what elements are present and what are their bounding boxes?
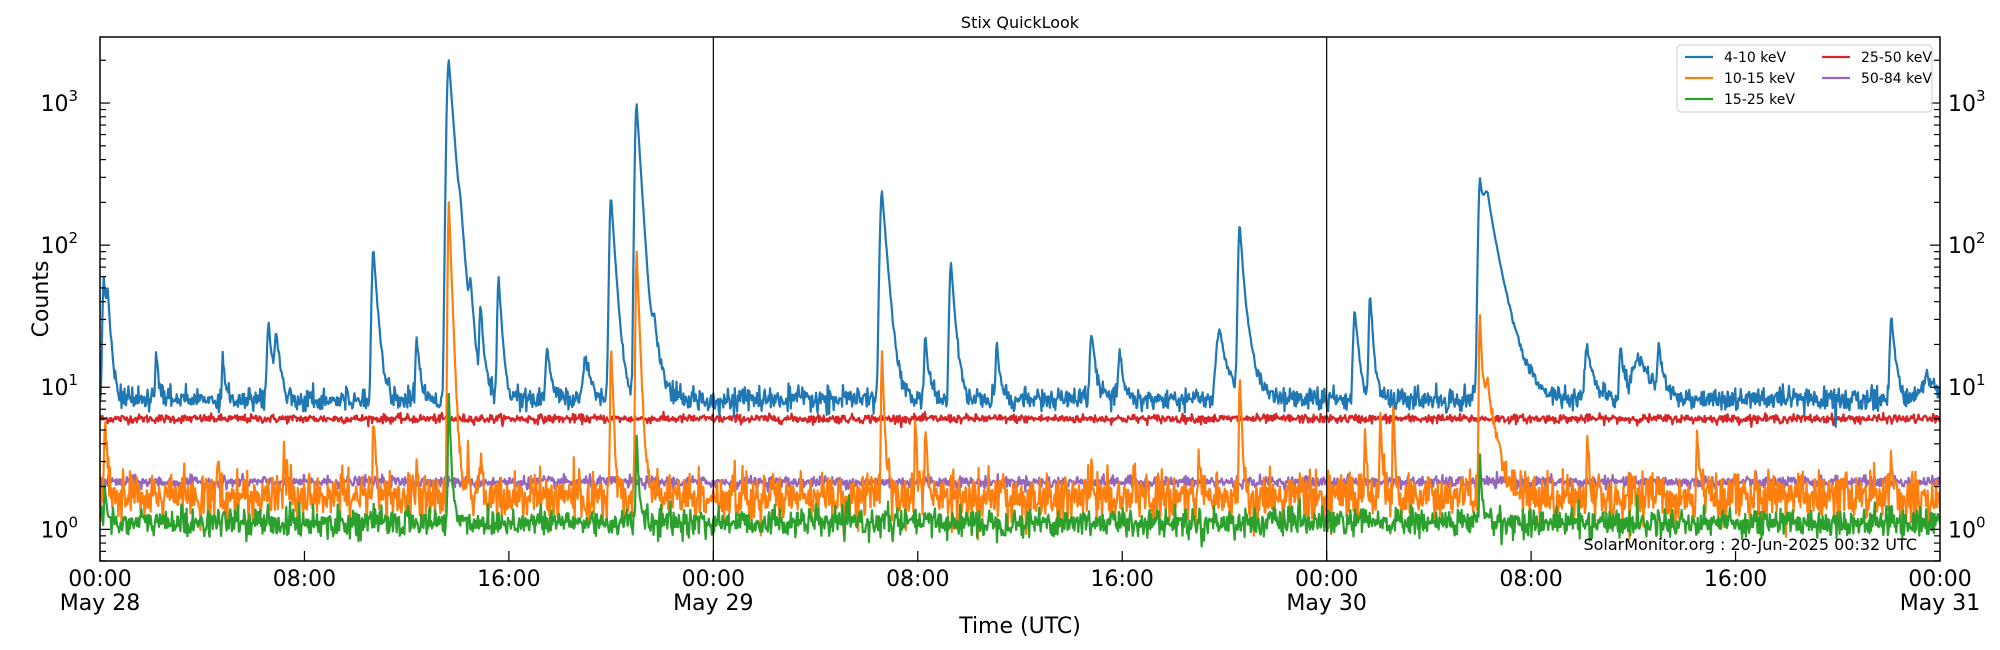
series-layer — [100, 59, 1940, 548]
x-tick-label: 16:00 — [477, 567, 540, 592]
x-tick-label: 00:00 — [1295, 567, 1358, 592]
series-line-25-50-kev — [100, 410, 1940, 429]
y-axis-ticks: 100 100 101 101 102 102 103 103 — [40, 59, 1986, 562]
series-line-10-15-kev — [100, 201, 1940, 541]
day-dividers — [712, 37, 1328, 561]
legend-label: 25-50 keV — [1861, 50, 1932, 66]
source-annotation: SolarMonitor.org : 20-Jun-2025 00:32 UTC — [1583, 535, 1917, 554]
x-tick-date-label: May 29 — [673, 591, 753, 616]
axes-frame — [99, 36, 1941, 562]
legend-label: 4-10 keV — [1724, 50, 1786, 66]
y-axis-label: Counts — [29, 261, 54, 338]
legend: 4-10 keV 10-15 keV 15-25 keV 25-50 keV 50-84… — [1676, 44, 1933, 113]
left-y-tick-label: 101 — [40, 371, 78, 401]
x-axis-label: Time (UTC) — [958, 614, 1081, 639]
x-tick-label: 08:00 — [1499, 567, 1562, 592]
series-line-4-10-kev — [100, 59, 1940, 428]
legend-box — [1676, 44, 1933, 113]
x-tick-label: 16:00 — [1704, 567, 1767, 592]
legend-label: 50-84 keV — [1861, 71, 1932, 87]
legend-label: 15-25 keV — [1724, 92, 1795, 108]
x-tick-date-label: May 31 — [1900, 591, 1980, 616]
left-y-tick-label: 100 — [40, 513, 78, 543]
right-y-tick-label: 102 — [1948, 229, 1986, 259]
right-y-tick-label: 101 — [1948, 371, 1986, 401]
left-y-tick-label: 102 — [40, 229, 78, 259]
legend-label: 10-15 keV — [1724, 71, 1795, 87]
left-y-tick-label: 103 — [40, 87, 78, 117]
x-tick-label: 00:00 — [68, 567, 131, 592]
x-tick-label: 08:00 — [886, 567, 949, 592]
series-line-15-25-kev — [100, 392, 1940, 548]
x-tick-date-label: May 30 — [1286, 591, 1366, 616]
x-tick-label: 00:00 — [1908, 567, 1971, 592]
chart-title: Stix QuickLook — [961, 13, 1080, 32]
x-tick-date-label: May 28 — [60, 591, 140, 616]
right-y-tick-label: 103 — [1948, 87, 1986, 117]
x-tick-label: 00:00 — [682, 567, 745, 592]
x-tick-label: 08:00 — [273, 567, 336, 592]
right-y-tick-label: 100 — [1948, 513, 1986, 543]
x-tick-label: 16:00 — [1091, 567, 1154, 592]
